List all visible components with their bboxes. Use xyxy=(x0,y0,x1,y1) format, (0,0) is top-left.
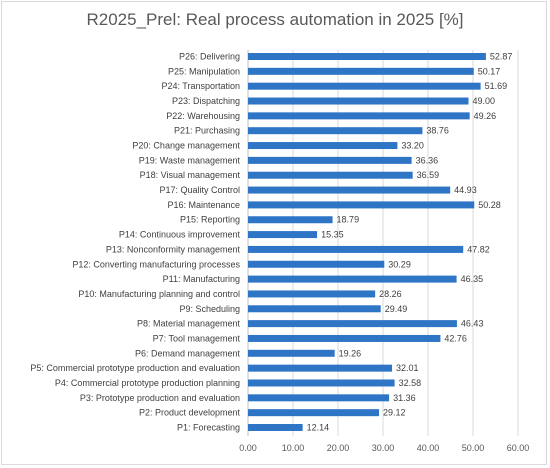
bar xyxy=(248,127,423,135)
value-label: 12.14 xyxy=(307,423,330,433)
value-label: 18.79 xyxy=(337,215,360,225)
bar xyxy=(248,290,376,298)
bar xyxy=(248,231,318,239)
value-label: 32.01 xyxy=(396,363,419,373)
category-label: P4: Commercial prototype production plan… xyxy=(55,378,240,388)
category-label: P13: Nonconformity management xyxy=(106,244,241,254)
labels: 0.00 10.00 20.00 30.00 40.00 50.00 60.00 P26: D… xyxy=(30,52,529,454)
value-label: 47.82 xyxy=(467,244,490,254)
bars xyxy=(248,53,486,431)
category-label: P10: Manufacturing planning and control xyxy=(78,289,240,299)
value-label: 49.00 xyxy=(473,96,496,106)
category-label: P3: Prototype production and evaluation xyxy=(80,393,240,403)
value-label: 36.59 xyxy=(417,170,440,180)
bar xyxy=(248,156,412,164)
category-label: P2: Product development xyxy=(139,408,241,418)
value-label: 28.26 xyxy=(379,289,402,299)
bar xyxy=(248,424,303,431)
x-tick-label: 20.00 xyxy=(327,443,350,453)
bar xyxy=(248,275,457,283)
bar xyxy=(248,334,441,342)
category-label: P9: Scheduling xyxy=(179,304,240,314)
category-label: P26: Delivering xyxy=(179,52,240,62)
value-label: 49.26 xyxy=(474,111,497,121)
value-label: 42.76 xyxy=(444,333,467,343)
value-label: 36.36 xyxy=(416,155,439,165)
value-label: 50.17 xyxy=(478,66,501,76)
value-label: 19.26 xyxy=(339,348,362,358)
category-label: P19: Waste management xyxy=(139,155,241,165)
category-label: P25: Manipulation xyxy=(168,66,240,76)
bar xyxy=(248,67,474,75)
category-label: P15: Reporting xyxy=(180,215,240,225)
x-tick-label: 40.00 xyxy=(417,443,440,453)
x-tick-label: 0.00 xyxy=(239,443,257,453)
category-label: P6: Demand management xyxy=(135,348,241,358)
category-label: P21: Purchasing xyxy=(174,126,240,136)
value-label: 32.58 xyxy=(399,378,422,388)
category-label: P20: Change management xyxy=(132,141,240,151)
value-label: 46.43 xyxy=(461,319,484,329)
bar xyxy=(248,349,335,357)
value-label: 50.28 xyxy=(478,200,501,210)
bar xyxy=(248,201,475,209)
category-label: P11: Manufacturing xyxy=(163,274,240,284)
category-label: P8: Material management xyxy=(137,319,241,329)
bar xyxy=(248,82,481,90)
value-label: 31.36 xyxy=(393,393,416,403)
bar xyxy=(248,320,457,328)
category-label: P22: Warehousing xyxy=(166,111,240,121)
category-label: P1: Forecasting xyxy=(177,423,240,433)
bar xyxy=(248,171,413,179)
category-label: P7: Tool management xyxy=(153,333,241,343)
value-label: 29.12 xyxy=(383,408,406,418)
value-label: 52.87 xyxy=(490,52,513,62)
category-label: P16: Maintenance xyxy=(167,200,240,210)
bar xyxy=(248,186,451,194)
x-tick-label: 30.00 xyxy=(372,443,395,453)
bar xyxy=(248,305,381,313)
x-tick-label: 10.00 xyxy=(282,443,305,453)
chart-title: R2025_Prel: Real process automation in 2… xyxy=(86,10,464,29)
bar xyxy=(248,409,380,417)
bar xyxy=(248,53,486,60)
bar xyxy=(248,364,393,372)
value-label: 38.76 xyxy=(426,126,449,136)
gridlines xyxy=(247,50,519,436)
category-label: P24: Transportation xyxy=(161,81,240,91)
category-label: P23: Dispatching xyxy=(172,96,240,106)
category-label: P14: Continuous improvement xyxy=(119,230,241,240)
value-label: 33.20 xyxy=(401,141,424,151)
value-label: 30.29 xyxy=(388,259,411,269)
bar xyxy=(248,260,385,268)
bar xyxy=(248,379,395,387)
category-label: P18: Visual management xyxy=(140,170,241,180)
category-label: P17: Quality Control xyxy=(159,185,240,195)
bar xyxy=(248,142,398,150)
bar xyxy=(248,394,390,402)
bar xyxy=(248,245,464,253)
category-label: P12: Converting manufacturing processes xyxy=(72,259,240,269)
value-label: 44.93 xyxy=(454,185,477,195)
category-label: P5: Commercial prototype production and … xyxy=(30,363,240,373)
x-tick-label: 50.00 xyxy=(462,443,485,453)
bar xyxy=(248,112,470,120)
value-label: 29.49 xyxy=(385,304,408,314)
value-label: 51.69 xyxy=(485,81,508,91)
bar xyxy=(248,216,333,224)
bar xyxy=(248,97,469,105)
value-label: 15.35 xyxy=(321,230,344,240)
x-tick-label: 60.00 xyxy=(507,443,530,453)
value-label: 46.35 xyxy=(461,274,484,284)
